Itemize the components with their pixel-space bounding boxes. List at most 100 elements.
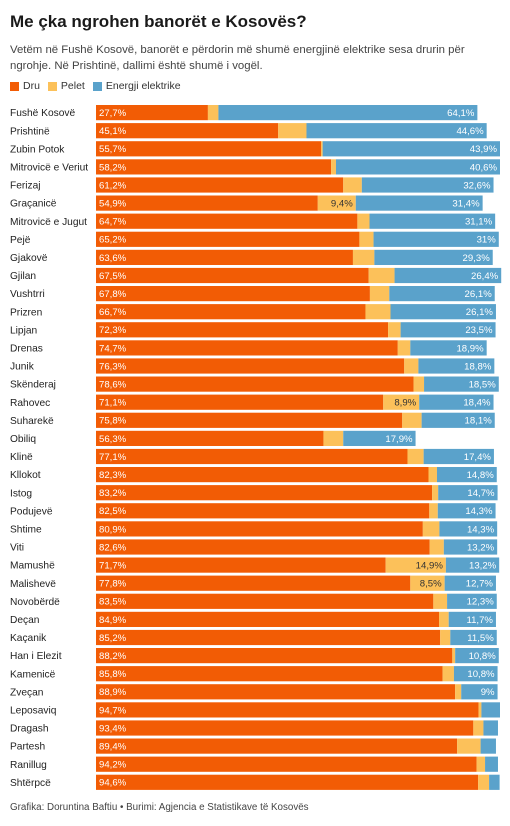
bar-pelet	[440, 629, 451, 646]
bar-energji	[400, 322, 496, 338]
bar-energji	[373, 231, 499, 247]
bar-dru	[96, 394, 384, 410]
data-label-dru: 45,1%	[99, 126, 127, 137]
bar-dru	[96, 159, 332, 175]
bar-energji	[480, 738, 496, 754]
bar-pelet	[428, 467, 437, 483]
data-label-energji: 14,8%	[467, 470, 495, 481]
legend-label-energji: Energji elektrike	[105, 80, 181, 92]
data-label-energji: 32,6%	[463, 180, 491, 191]
bar-energji	[421, 412, 495, 428]
data-label-dru: 66,7%	[99, 307, 127, 318]
bar-energji	[448, 611, 496, 627]
data-label-energji: 26,4%	[471, 271, 499, 282]
bar-dru	[96, 213, 358, 229]
category-label: Partesh	[10, 742, 45, 753]
data-label-dru: 78,6%	[99, 380, 127, 391]
bar-dru	[96, 195, 318, 211]
bar-energji	[453, 666, 498, 682]
bar-pelet	[410, 575, 445, 591]
data-label-energji: 18,5%	[469, 380, 497, 391]
bar-pelet	[478, 702, 482, 718]
data-label-energji: 40,6%	[470, 162, 498, 173]
data-label-energji: 10,8%	[467, 669, 495, 680]
bar-pelet	[478, 774, 490, 790]
bar-energji	[394, 267, 502, 284]
data-label-energji: 14,7%	[467, 488, 495, 499]
data-label-energji: 13,2%	[467, 542, 495, 553]
bar-pelet	[429, 503, 438, 519]
bar-pelet	[452, 648, 456, 664]
data-label-energji: 18,8%	[464, 361, 492, 372]
bar-pelet	[422, 521, 440, 537]
data-label-dru: 72,3%	[99, 325, 127, 336]
bar-dru	[96, 249, 353, 265]
chart-subtitle: Vetëm në Fushë Kosovë, banorët e përdori…	[10, 44, 465, 72]
bar-dru	[96, 105, 208, 121]
bar-pelet	[455, 684, 462, 700]
legend-swatch-energji	[92, 81, 102, 91]
category-label: Obiliq	[10, 434, 36, 445]
bar-dru	[96, 774, 479, 790]
bar-dru	[96, 575, 411, 591]
category-label: Shtërpcë	[10, 778, 51, 789]
data-label-dru: 88,2%	[99, 651, 127, 662]
bar-dru	[96, 358, 405, 374]
data-label-energji: 11,5%	[467, 633, 494, 644]
bar-pelet	[352, 249, 375, 265]
data-label-dru: 85,2%	[99, 633, 127, 644]
data-label-energji: 23,5%	[465, 325, 493, 336]
data-label-energji: 9%	[481, 687, 495, 698]
category-label: Vushtrri	[10, 289, 45, 300]
category-label: Mamushë	[10, 561, 55, 572]
bar-dru	[96, 231, 360, 247]
bar-dru	[96, 376, 414, 392]
data-label-energji: 44,6%	[456, 126, 484, 137]
bar-energji	[343, 430, 416, 446]
data-label-dru: 80,9%	[99, 524, 127, 535]
bar-pelet	[343, 177, 362, 193]
bar-energji	[443, 539, 498, 555]
bar-pelet	[357, 213, 370, 229]
data-label-energji: 17,9%	[385, 434, 413, 445]
data-label-dru: 63,6%	[99, 253, 127, 264]
chart-title: Me çka ngrohen banorët e Kosovës?	[10, 12, 307, 31]
data-label-dru: 56,3%	[99, 434, 127, 445]
bar-energji	[419, 394, 494, 410]
bar-dru	[96, 666, 443, 682]
bar-dru	[96, 756, 477, 772]
data-label-energji: 14,3%	[465, 506, 493, 517]
data-label-dru: 85,8%	[99, 669, 127, 680]
data-label-energji: 12,7%	[466, 579, 494, 590]
bar-pelet	[365, 304, 391, 320]
category-label: Kaçanik	[10, 633, 47, 644]
bar-pelet	[457, 738, 481, 754]
category-label: Shtime	[10, 525, 42, 536]
legend-swatch-dru	[10, 81, 19, 91]
category-label: Han i Elezit	[10, 651, 62, 662]
category-label: Ferizaj	[10, 181, 41, 192]
legend: Dru Pelet Energji elektrike	[10, 80, 189, 92]
data-label-energji: 12,3%	[467, 597, 495, 608]
bar-dru	[96, 141, 322, 157]
bar-energji	[445, 557, 500, 573]
bar-dru	[96, 430, 324, 446]
bar-pelet	[331, 159, 336, 175]
data-label-dru: 61,2%	[99, 180, 127, 191]
data-label-energji: 14,3%	[467, 524, 495, 535]
bar-energji	[447, 593, 497, 609]
bar-pelet	[321, 141, 323, 157]
category-label: Suharekë	[10, 416, 54, 427]
data-label-dru: 94,2%	[99, 760, 127, 771]
bar-pelet	[442, 666, 454, 682]
bar-pelet	[323, 430, 344, 446]
category-label: Novobërdë	[10, 597, 60, 608]
data-label-dru: 82,3%	[99, 470, 127, 481]
category-label: Istog	[10, 488, 32, 499]
category-label: Malishevë	[10, 579, 56, 590]
category-label: Kllokot	[10, 470, 41, 481]
bar-energji	[423, 448, 494, 465]
bar-energji	[436, 467, 497, 483]
data-label-dru: 94,7%	[99, 705, 127, 716]
